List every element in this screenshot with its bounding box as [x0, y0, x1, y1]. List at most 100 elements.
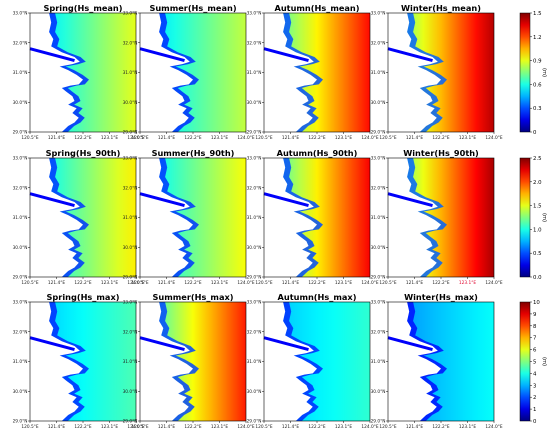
x-tick-label: 121.4°E: [48, 424, 65, 430]
x-tick-label: 121.4°E: [158, 424, 175, 430]
y-tick-label: 29.0°N: [371, 130, 386, 136]
land-mask: [30, 158, 83, 277]
panel-title: Spring(Hs_mean): [43, 3, 122, 13]
y-tick-label: 31.0°N: [13, 70, 28, 76]
panel-3-3: Autumn(Hs_max) 33.0°N 32.0°N 31.0°N 30.0°N 29…: [247, 292, 379, 430]
x-tick-label: 124.0°E: [237, 135, 254, 141]
y-tick-label: 33.0°N: [371, 156, 386, 162]
colorbar-tick-label: 0.9: [533, 59, 542, 65]
colorbar-tick-label: 2: [533, 395, 536, 401]
y-tick-label: 33.0°N: [123, 156, 138, 162]
y-tick-label: 33.0°N: [13, 300, 28, 306]
x-tick-label: 122.2°E: [74, 424, 91, 430]
land-mask: [388, 13, 441, 132]
x-tick-label: 124.0°E: [485, 135, 502, 141]
colorbar-bar: [519, 301, 531, 422]
y-tick-label: 30.0°N: [247, 389, 262, 395]
x-tick-label: 121.4°E: [406, 280, 423, 286]
y-tick-label: 33.0°N: [371, 11, 386, 17]
x-tick-label: 120.5°E: [131, 280, 148, 286]
land-mask: [30, 302, 83, 421]
x-tick-label: 121.4°E: [282, 135, 299, 141]
x-tick-label: 123.1°E: [459, 424, 476, 430]
y-tick-label: 32.0°N: [247, 185, 262, 191]
x-tick-label: 124.0°E: [361, 135, 378, 141]
y-tick-label: 31.0°N: [123, 70, 138, 76]
y-tick-label: 29.0°N: [123, 419, 138, 425]
panel-3-1: Spring(Hs_max)33.0°N32.0°N31.0°N30.0°N29…: [13, 292, 145, 430]
colorbar-tick-label: 1.2: [533, 35, 542, 41]
land-mask: [388, 158, 441, 277]
x-tick-label: 124.0°E: [127, 135, 144, 141]
x-tick-label: 123.1°E: [101, 424, 118, 430]
x-tick-label: 121.4°E: [282, 280, 299, 286]
estuary: [387, 192, 433, 208]
x-tick-label: 122.2°E: [184, 280, 201, 286]
y-tick-label: 29.0°N: [247, 419, 262, 425]
y-tick-label: 29.0°N: [371, 419, 386, 425]
panel-title: Autumn(Hs_mean): [274, 3, 359, 13]
x-tick-label: 123.1°E: [335, 424, 352, 430]
x-tick-label: 120.5°E: [379, 280, 396, 286]
estuary: [139, 336, 185, 352]
land-mask: [388, 302, 441, 421]
colorbar-tick-label: 0.0: [533, 275, 542, 281]
x-tick-label: 123.1°E: [459, 135, 476, 141]
x-tick-label: 123.1°E: [101, 135, 118, 141]
colorbar-tick-label: 9: [533, 312, 537, 318]
y-tick-label: 30.0°N: [247, 100, 262, 106]
x-tick-label: 121.4°E: [406, 424, 423, 430]
y-tick-label: 32.0°N: [371, 329, 386, 335]
panel-title: Winter(Hs_90th): [403, 148, 479, 158]
x-tick-label: 122.2°E: [184, 424, 201, 430]
colorbar-unit-label: (m): [541, 357, 547, 366]
land-mask: [264, 13, 317, 132]
x-tick-label: 124.0°E: [237, 280, 254, 286]
x-tick-label: 121.4°E: [158, 280, 175, 286]
y-tick-label: 31.0°N: [247, 215, 262, 221]
x-tick-label: 123.1°E: [335, 135, 352, 141]
y-tick-label: 30.0°N: [247, 245, 262, 251]
estuary: [29, 47, 75, 63]
y-tick-label: 33.0°N: [123, 11, 138, 17]
panel-1-3: Autumn(Hs_mean) 33.0°N 32.0°N 31.0°N 30.0°N 2…: [247, 3, 379, 141]
y-tick-label: 31.0°N: [371, 215, 386, 221]
x-tick-label: 120.5°E: [131, 135, 148, 141]
land-mask: [264, 158, 317, 277]
y-tick-label: 29.0°N: [13, 419, 28, 425]
panel-title: Winter(Hs_mean): [401, 3, 481, 13]
estuary: [139, 192, 185, 208]
panel-1-2: Summer(Hs_mean) 33.0°N 32.0°N 31.0°N 30.0°N 2…: [123, 3, 255, 141]
x-tick-label: 123.1°E: [211, 424, 228, 430]
y-tick-label: 32.0°N: [123, 329, 138, 335]
y-tick-label: 32.0°N: [13, 329, 28, 335]
x-tick-label: 124.0°E: [485, 280, 502, 286]
colorbar-tick-label: 1: [533, 407, 536, 413]
y-tick-label: 33.0°N: [123, 300, 138, 306]
colorbar-tick-label: 0.6: [533, 82, 542, 88]
x-tick-label: 124.0°E: [127, 280, 144, 286]
y-tick-label: 29.0°N: [247, 130, 262, 136]
colorbar-tick-label: 2.5: [533, 156, 542, 162]
y-tick-label: 29.0°N: [123, 130, 138, 136]
colorbar-tick-label: 8: [533, 324, 537, 330]
x-tick-label: 124.0°E: [361, 280, 378, 286]
x-tick-label: 123.1°E: [211, 280, 228, 286]
y-tick-label: 31.0°N: [123, 359, 138, 365]
colorbar-unit-label: (m): [541, 213, 547, 222]
x-tick-label: 121.4°E: [158, 135, 175, 141]
x-tick-label: 120.5°E: [131, 424, 148, 430]
land-mask: [140, 158, 193, 277]
x-tick-label: 123.1°E: [459, 280, 476, 286]
panel-title: Spring(Hs_max): [47, 292, 120, 302]
panel-title: Autumn(Hs_90th): [277, 148, 358, 158]
x-tick-label: 120.5°E: [379, 135, 396, 141]
estuary: [29, 336, 75, 352]
y-tick-label: 32.0°N: [123, 185, 138, 191]
colorbar-tick-label: 1.0: [533, 227, 542, 233]
y-tick-label: 33.0°N: [13, 156, 28, 162]
panel-2-2: Summer(Hs_90th) 33.0°N 32.0°N 31.0°N 30.0°N 2…: [123, 148, 255, 286]
x-tick-label: 122.2°E: [74, 280, 91, 286]
